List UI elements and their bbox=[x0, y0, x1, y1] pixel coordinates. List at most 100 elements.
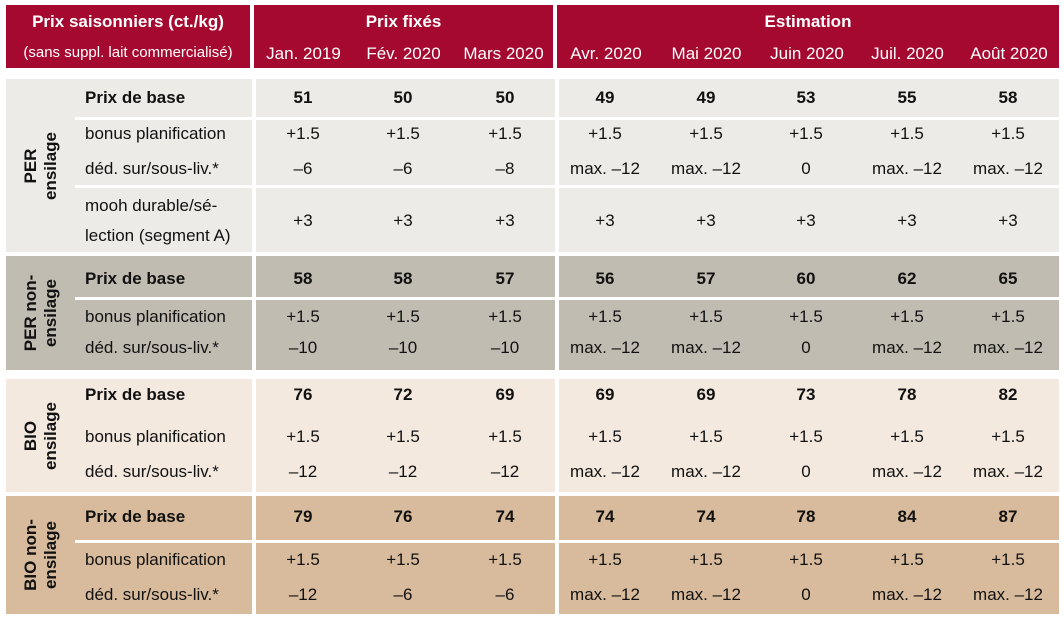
value-cell: 56 bbox=[595, 269, 615, 288]
header-estimation: Estimation Avr. 2020 Mai 2020 Juin 2020 … bbox=[557, 5, 1059, 68]
value-cell: max. –12 bbox=[973, 585, 1043, 604]
value-cell: max. –12 bbox=[973, 159, 1043, 178]
fixed-prices-label: Prix fixés bbox=[365, 12, 442, 31]
value-cell: 78 bbox=[897, 385, 917, 404]
value-cell: +1.5 bbox=[991, 550, 1025, 569]
value-cell: 0 bbox=[801, 462, 811, 481]
value-cell: +1.5 bbox=[488, 124, 522, 143]
value-cell: +3 bbox=[696, 211, 716, 230]
value-cell: 0 bbox=[801, 338, 811, 357]
value-cell: +1.5 bbox=[286, 550, 320, 569]
table-title: Prix saisonniers (ct./kg) bbox=[32, 12, 224, 31]
column-divider bbox=[555, 79, 559, 252]
month-header: Fév. 2020 bbox=[366, 44, 441, 63]
value-cell: 87 bbox=[998, 507, 1018, 526]
value-cell: 50 bbox=[393, 88, 413, 107]
table-row: bonus planification +1.5 +1.5 +1.5 +1.5 +1.5 +… bbox=[6, 300, 1059, 335]
row-label: lection (segment A) bbox=[85, 226, 231, 245]
column-divider bbox=[555, 256, 559, 370]
value-cell: 72 bbox=[393, 385, 413, 404]
table-row: mooh durable/sé-lection (segment A) +3 +3 +… bbox=[6, 188, 1059, 252]
value-cell: +1.5 bbox=[890, 307, 924, 326]
row-label: déd. sur/sous-liv.* bbox=[85, 462, 219, 481]
value-cell: max. –12 bbox=[973, 338, 1043, 357]
value-cell: +1.5 bbox=[789, 550, 823, 569]
value-cell: +1.5 bbox=[286, 124, 320, 143]
value-cell: 62 bbox=[897, 269, 917, 288]
value-cell: 74 bbox=[696, 507, 716, 526]
value-cell: +1.5 bbox=[991, 307, 1025, 326]
header-label-cell: Prix saisonniers (ct./kg) (sans suppl. l… bbox=[6, 5, 250, 68]
value-cell: +1.5 bbox=[991, 124, 1025, 143]
value-cell: +1.5 bbox=[386, 307, 420, 326]
row-label: Prix de base bbox=[85, 507, 186, 526]
group-per-non-ensilage: PER non-ensilage Prix de base 58 58 57 56 57 60… bbox=[6, 256, 1059, 370]
table-row: bonus planification +1.5 +1.5 +1.5 +1.5 +1.5 +… bbox=[6, 421, 1059, 457]
value-cell: max. –12 bbox=[570, 462, 640, 481]
month-header: Mars 2020 bbox=[463, 44, 544, 63]
value-cell: +1.5 bbox=[588, 124, 622, 143]
row-label: mooh durable/sé- bbox=[85, 196, 218, 215]
value-cell: 82 bbox=[998, 385, 1018, 404]
value-cell: +1.5 bbox=[386, 550, 420, 569]
value-cell: 69 bbox=[495, 385, 515, 404]
value-cell: –12 bbox=[288, 585, 318, 604]
value-cell: +3 bbox=[796, 211, 816, 230]
value-cell: 74 bbox=[595, 507, 615, 526]
month-header: Août 2020 bbox=[970, 44, 1048, 63]
table-row: bonus planification +1.5 +1.5 +1.5 +1.5 +1.5 +… bbox=[6, 543, 1059, 579]
value-cell: +1.5 bbox=[789, 427, 823, 446]
group-bio-ensilage: BIO ensilage Prix de base 76 72 69 69 69 73 78 82 b… bbox=[6, 379, 1059, 492]
value-cell: +1.5 bbox=[386, 427, 420, 446]
value-cell: –12 bbox=[388, 462, 418, 481]
value-cell: max. –12 bbox=[973, 462, 1043, 481]
table-row: déd. sur/sous-liv.* –12 –12 –12 max. –12 max.… bbox=[6, 457, 1059, 492]
table-row: Prix de base 58 58 57 56 57 60 62 65 bbox=[6, 256, 1059, 297]
row-divider bbox=[75, 185, 1059, 188]
value-cell: +3 bbox=[897, 211, 917, 230]
group-bio-non-ensilage: BIO non-ensilage Prix de base 79 76 74 74 74 78… bbox=[6, 496, 1059, 614]
table-row: déd. sur/sous-liv.* –6 –6 –8 max. –12 max. –1… bbox=[6, 154, 1059, 185]
value-cell: +1.5 bbox=[488, 307, 522, 326]
value-cell: +1.5 bbox=[991, 427, 1025, 446]
value-cell: –6 bbox=[393, 585, 413, 604]
value-cell: –12 bbox=[490, 462, 520, 481]
month-header: Jan. 2019 bbox=[266, 44, 341, 63]
table-row: déd. sur/sous-liv.* –12 –6 –6 max. –12 max. –… bbox=[6, 579, 1059, 614]
row-label: déd. sur/sous-liv.* bbox=[85, 585, 219, 604]
value-cell: 0 bbox=[801, 585, 811, 604]
value-cell: –6 bbox=[393, 159, 413, 178]
row-divider bbox=[75, 117, 1059, 120]
value-cell: 49 bbox=[696, 88, 716, 107]
value-cell: max. –12 bbox=[872, 585, 942, 604]
value-cell: +3 bbox=[998, 211, 1018, 230]
value-cell: +1.5 bbox=[286, 427, 320, 446]
column-divider bbox=[555, 379, 559, 492]
row-label: bonus planification bbox=[85, 124, 226, 143]
value-cell: +1.5 bbox=[890, 550, 924, 569]
value-cell: +3 bbox=[495, 211, 515, 230]
value-cell: 58 bbox=[393, 269, 413, 288]
row-divider bbox=[75, 297, 1059, 300]
value-cell: +1.5 bbox=[689, 427, 723, 446]
value-cell: –6 bbox=[495, 585, 515, 604]
value-cell: max. –12 bbox=[671, 462, 741, 481]
value-cell: 76 bbox=[293, 385, 313, 404]
value-cell: 50 bbox=[495, 88, 515, 107]
value-cell: 51 bbox=[293, 88, 313, 107]
value-cell: 69 bbox=[595, 385, 615, 404]
table-row: déd. sur/sous-liv.* –10 –10 –10 max. –12 max.… bbox=[6, 335, 1059, 370]
value-cell: 57 bbox=[495, 269, 515, 288]
value-cell: max. –12 bbox=[872, 159, 942, 178]
group-per-ensilage: PER ensilage Prix de base 51 50 50 49 49 53 55 58 b… bbox=[6, 79, 1059, 252]
value-cell: +1.5 bbox=[386, 124, 420, 143]
table-row: bonus planification +1.5 +1.5 +1.5 +1.5 +1.5 +… bbox=[6, 120, 1059, 154]
column-divider bbox=[252, 379, 256, 492]
value-cell: +3 bbox=[393, 211, 413, 230]
value-cell: –10 bbox=[388, 338, 418, 357]
value-cell: –6 bbox=[293, 159, 313, 178]
column-divider bbox=[252, 496, 256, 614]
value-cell: –8 bbox=[495, 159, 515, 178]
column-divider bbox=[252, 79, 256, 252]
value-cell: max. –12 bbox=[872, 338, 942, 357]
